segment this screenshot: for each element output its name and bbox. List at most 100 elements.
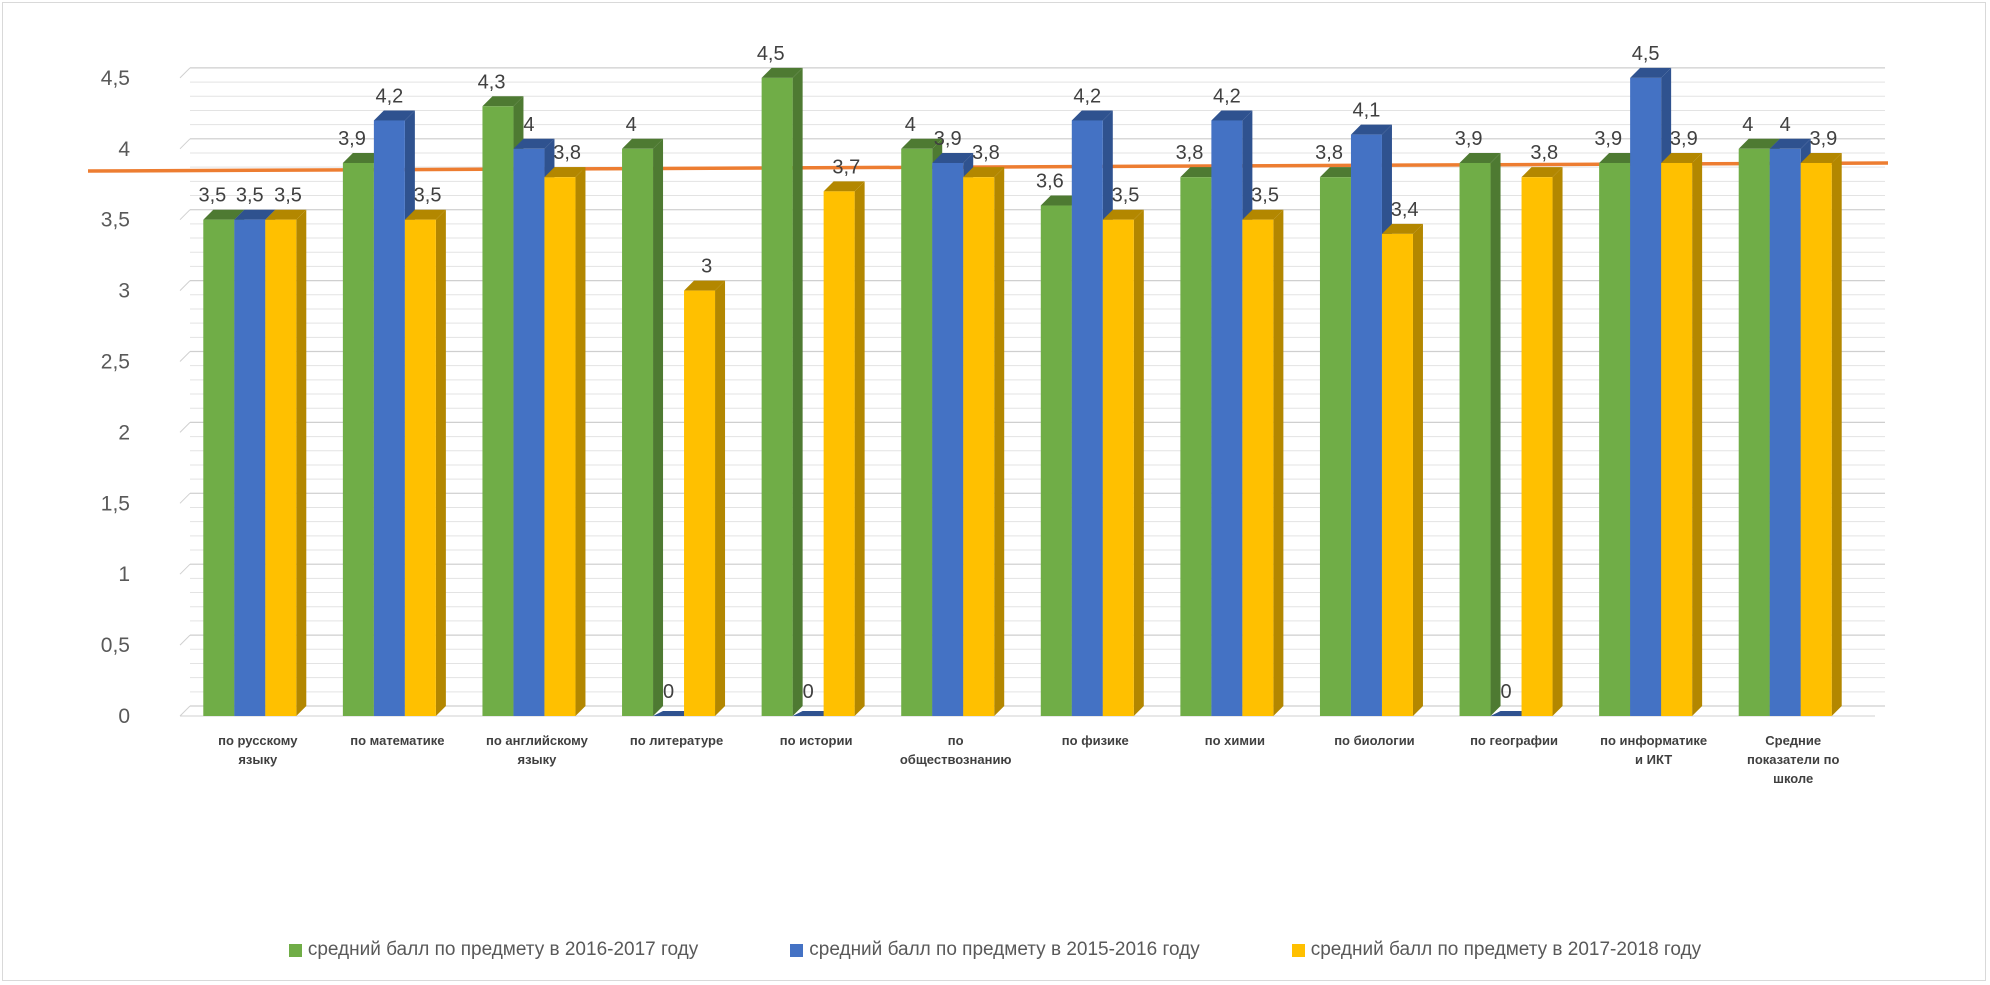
x-tick-label: по информатике [1600, 733, 1707, 748]
bar [1381, 233, 1413, 716]
legend-label-2017-2018: средний балл по предмету в 2017-2018 год… [1310, 939, 1702, 960]
bar [404, 219, 436, 716]
data-label: 3,8 [1176, 142, 1204, 164]
bar [932, 162, 964, 717]
bar-side [653, 138, 664, 717]
bar-side [1133, 209, 1144, 716]
bar-top [1459, 152, 1501, 163]
legend-item-2016-2017: средний балл по предмету в 2016-2017 год… [288, 939, 699, 961]
bar-top [482, 96, 524, 107]
legend-label-2016-2017: средний балл по предмету в 2016-2017 год… [307, 939, 699, 960]
bar-top [1800, 152, 1842, 163]
data-label: 4 [1742, 114, 1753, 136]
bar [622, 148, 654, 717]
y-tick-label: 1,5 [101, 492, 130, 515]
data-label: 4 [905, 114, 916, 136]
bar-top [622, 138, 664, 149]
x-tick-label: и ИКТ [1635, 752, 1672, 767]
gridline-diagonal [179, 351, 191, 362]
data-label: 3,9 [1810, 128, 1838, 150]
bar-side [296, 209, 307, 716]
bar-top [1738, 138, 1780, 149]
y-tick-label: 4 [118, 138, 130, 161]
y-tick-label: 4,5 [101, 67, 130, 90]
data-label: 4 [626, 114, 637, 136]
x-tick-label: школе [1773, 771, 1813, 786]
gridline-diagonal [179, 422, 191, 433]
bar-top [761, 67, 803, 78]
bar [1800, 162, 1832, 717]
bar-top [1350, 124, 1392, 135]
bar [1319, 177, 1351, 716]
bar-top [1040, 195, 1082, 206]
legend: средний балл по предмету в 2016-2017 год… [0, 935, 1990, 965]
y-tick-label: 1 [118, 563, 130, 586]
bar-top [1521, 167, 1563, 178]
bar [1599, 162, 1631, 717]
gridline-diagonal [179, 492, 191, 504]
bar-top [1381, 223, 1423, 234]
x-tick-label: по физике [1062, 733, 1129, 748]
bar-zero [1490, 711, 1532, 716]
bar [1738, 148, 1770, 717]
x-tick-label: по истории [780, 733, 853, 748]
legend-label-2015-2016: средний балл по предмету в 2015-2016 год… [809, 939, 1200, 960]
bar [1630, 77, 1662, 716]
bar-side [1692, 152, 1703, 717]
bar-top [342, 152, 384, 163]
gridline-diagonal [179, 209, 191, 221]
bar [823, 191, 855, 717]
y-tick-label: 3 [118, 280, 130, 303]
bar [1211, 120, 1243, 716]
gridline-diagonal [179, 67, 191, 79]
bar [234, 219, 266, 716]
data-label: 3,5 [198, 185, 226, 207]
data-label: 0 [803, 681, 814, 703]
data-label: 3,5 [1251, 185, 1279, 207]
bar-side [435, 209, 446, 716]
data-label: 3,9 [1455, 128, 1483, 150]
bar-top [544, 167, 586, 178]
bar [1071, 120, 1103, 716]
bar [1040, 205, 1072, 716]
bar [1459, 162, 1491, 717]
x-tick-label: по математике [350, 733, 444, 748]
bar-top [1661, 152, 1703, 163]
bar-side [854, 181, 865, 717]
data-label: 3,9 [338, 128, 366, 150]
data-label: 3,8 [553, 142, 581, 164]
bar-top [1242, 209, 1284, 220]
data-label: 3,8 [1530, 142, 1558, 164]
bar-side [994, 167, 1005, 716]
gridline-diagonal [179, 705, 191, 717]
gridline-diagonal [179, 634, 191, 646]
bar [1102, 219, 1134, 716]
bar-top [932, 152, 974, 163]
bar-zero [653, 711, 695, 716]
bar [373, 120, 405, 716]
bar [1521, 177, 1553, 716]
y-tick-label: 2,5 [101, 351, 130, 374]
data-label: 4 [523, 114, 534, 136]
data-label: 4,2 [1073, 85, 1101, 107]
bar-top [963, 167, 1005, 178]
bar-top [513, 138, 555, 149]
data-label: 4 [1780, 114, 1791, 136]
data-label: 3,7 [832, 156, 860, 178]
data-label: 4,1 [1353, 100, 1381, 122]
data-label: 4,5 [757, 43, 785, 65]
bar [482, 106, 514, 716]
bar-top [1630, 67, 1672, 78]
bar-top [265, 209, 307, 220]
gridline-diagonal [179, 138, 191, 150]
bar [684, 290, 716, 716]
legend-item-2015-2016: средний балл по предмету в 2015-2016 год… [790, 939, 1200, 961]
bar [901, 148, 933, 717]
data-label: 0 [663, 681, 674, 703]
bar-top [1180, 167, 1222, 178]
x-tick-label: по русскому [218, 733, 298, 748]
bar-side [715, 280, 726, 716]
data-label: 3,9 [1594, 128, 1622, 150]
bar [342, 162, 374, 717]
bar-top [901, 138, 943, 149]
